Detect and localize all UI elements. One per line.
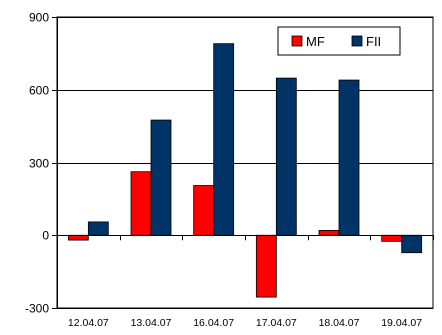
x-tick-label: 16.04.07	[193, 317, 234, 329]
bar-mf-3	[193, 185, 215, 236]
plot-area-frame	[56, 16, 434, 309]
y-tick-label: 900	[29, 11, 49, 25]
x-tick-label: 18.04.07	[319, 317, 360, 329]
gridlines	[56, 16, 434, 309]
y-tick-label: 300	[29, 157, 49, 171]
legend-label-mf: MF	[306, 34, 325, 49]
y-tick-labels: -300 0 300 600 900	[25, 11, 49, 316]
bar-fii-5	[338, 79, 360, 236]
legend: MF FII	[277, 26, 401, 56]
legend-swatch-fii	[351, 35, 363, 47]
bar-mf-5	[318, 229, 340, 236]
bar-fii-1	[87, 221, 109, 236]
bar-fii-6	[401, 234, 423, 254]
bar-mf-4	[255, 234, 277, 298]
x-tick-label: 13.04.07	[131, 317, 172, 329]
legend-label-fii: FII	[366, 34, 381, 49]
axes	[52, 17, 434, 309]
y-tick-label: 600	[29, 84, 49, 98]
x-tick-label: 19.04.07	[381, 317, 422, 329]
bar-mf-6	[381, 234, 403, 242]
bar-fii-4	[275, 77, 297, 236]
x-tick-label: 12.04.07	[68, 317, 109, 329]
bars	[67, 43, 423, 298]
y-tick-label: 0	[42, 229, 49, 243]
bar-mf-2	[130, 171, 152, 236]
legend-swatch-mf	[291, 35, 303, 47]
bar-fii-3	[213, 43, 235, 236]
y-tick-label: -300	[25, 302, 49, 316]
bar-fii-2	[150, 119, 172, 236]
x-tick-label: 17.04.07	[256, 317, 297, 329]
x-tick-labels: 12.04.07 13.04.07 16.04.07 17.04.07 18.04.07…	[68, 317, 422, 329]
